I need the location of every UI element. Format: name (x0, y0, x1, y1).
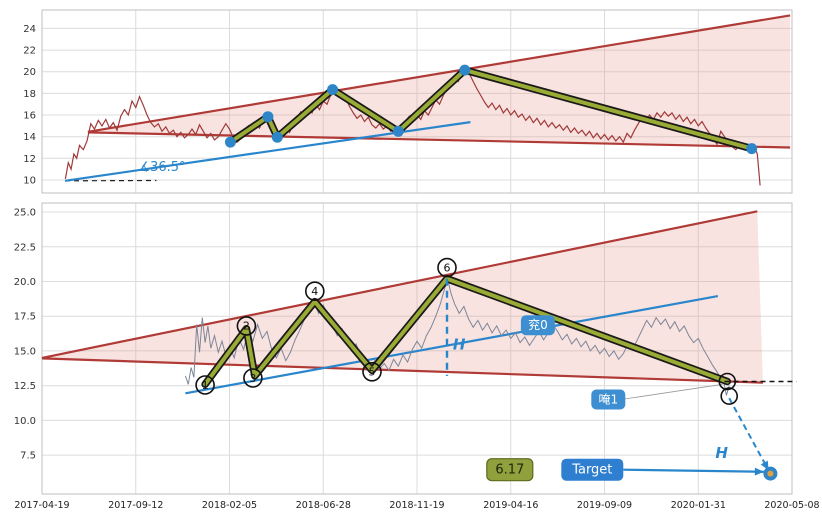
y-tick-label: 20 (23, 67, 36, 78)
x-tick-label: 2017-04-19 (14, 500, 69, 511)
wave-number-marker-label: 3 (249, 372, 256, 385)
y-tick-label: 18 (23, 89, 36, 100)
target-value-badge[interactable] (486, 458, 534, 482)
wave-number-marker (437, 257, 457, 278)
pivot-dot (392, 125, 404, 137)
wedge-upper-line (41, 210, 758, 359)
x-tick-label: 2017-09-12 (108, 500, 163, 511)
target-arrow-head (754, 467, 764, 476)
y-tick-label: 22.5 (14, 242, 36, 253)
target-badge-label: Target (571, 463, 612, 478)
target-arrow (623, 468, 764, 473)
x-tick-label: 2019-04-16 (483, 500, 538, 511)
x-tick-label: 2020-01-31 (671, 500, 726, 511)
wave-number-marker (236, 316, 257, 336)
rising-trendline (185, 295, 719, 395)
y-tick-label: 14 (23, 132, 36, 143)
y-tick-label: 10 (23, 176, 36, 187)
target-badge[interactable] (561, 458, 624, 481)
target-dot-center (767, 470, 774, 477)
price-series (184, 278, 730, 396)
sell1-badge[interactable] (591, 389, 626, 410)
y-tick-label: 15.0 (14, 346, 36, 357)
wave-number-marker-label: 6 (444, 261, 451, 274)
y-tick-label: 24 (23, 24, 36, 35)
wave-number-marker (195, 375, 215, 395)
wedge-fill (42, 211, 763, 383)
pivot-dot (271, 131, 283, 143)
h2-label: H (715, 444, 728, 462)
wedge-upper-line (87, 14, 791, 133)
wave-number-marker (243, 368, 263, 388)
y-tick-label: 10.0 (14, 416, 36, 427)
pivot-dot (459, 64, 471, 76)
y-tick-label: 17.5 (14, 312, 36, 323)
sell0-badge[interactable] (520, 315, 555, 336)
x-tick-label: 2018-02-05 (202, 500, 257, 511)
wave-number-marker-label: 5 (369, 366, 376, 379)
plot-border (41, 9, 793, 194)
plot-border (41, 202, 793, 495)
angle-label: ∡36.5° (138, 160, 185, 175)
h1-label: H (453, 336, 466, 354)
x-tick-label: 2019-09-09 (577, 500, 632, 511)
sell1-badge-label: 唵1 (598, 393, 618, 407)
y-tick-label: 16 (23, 111, 36, 122)
target-value-badge-label: 6.17 (495, 463, 524, 478)
pivot-dot (224, 136, 236, 148)
pivot-dot (262, 111, 274, 123)
bottom-panel: 7.5 10.0 12.5 15.0 17.5 20.0 22.5 25.0 1 2 3 4 5 6 H H 兖… (14, 202, 797, 495)
wave-number-marker-label: 1 (202, 379, 209, 392)
y-tick-label: 22 (23, 46, 36, 57)
wave-number-marker-label: 4 (311, 285, 318, 298)
pivot-dot (746, 143, 758, 155)
y-tick-label: 20.0 (14, 277, 36, 288)
y-tick-label: 7.5 (20, 451, 36, 462)
sell0-badge-label: 兖0 (528, 317, 548, 332)
wave-number-marker (362, 361, 382, 382)
wave-number-marker-label: 2 (243, 320, 250, 333)
x-tick-label: 2018-06-28 (296, 500, 351, 511)
top-panel: 10 12 14 16 18 20 22 24 ∡36.5° (23, 9, 793, 194)
y-tick-label: 12.5 (14, 381, 36, 392)
y-tick-label: 12 (23, 154, 36, 165)
x-tick-label: 2018-11-19 (389, 500, 444, 511)
pivot-dot (327, 84, 339, 96)
y-tick-label: 25.0 (14, 208, 36, 219)
drop-projection-arrow (728, 397, 770, 471)
breakdown-marker (720, 387, 739, 405)
x-tick-label: 2020-05-08 (764, 500, 819, 511)
breakdown-marker (718, 372, 737, 391)
wedge-lower-line (41, 357, 763, 384)
sell1-connector (625, 383, 723, 400)
wave-number-marker (304, 281, 325, 302)
